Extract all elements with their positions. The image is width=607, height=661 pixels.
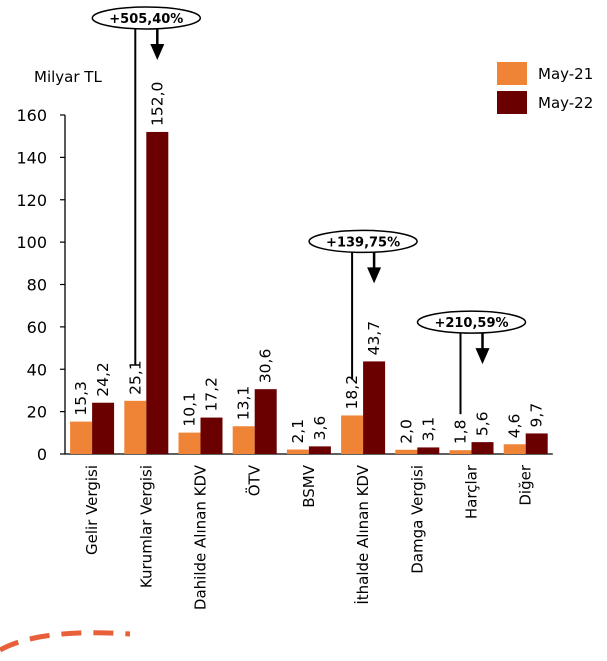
bar-may-22	[254, 389, 277, 454]
growth-annotation: +210,59%	[416, 310, 527, 415]
y-tick-label: 20	[27, 403, 47, 422]
legend-label: May-22	[538, 94, 593, 112]
bar-value-label: 13,1	[235, 386, 253, 421]
category-label: Dahilde Alınan KDV	[192, 464, 210, 610]
bar-may-22	[417, 447, 440, 454]
bar-value-label: 17,2	[203, 377, 221, 412]
bar-value-label: 152,0	[148, 82, 166, 126]
category-label: BSMV	[300, 464, 318, 507]
arrow-down-icon	[367, 267, 382, 284]
category-label: Gelir Vergisi	[83, 465, 101, 555]
bar-may-22	[146, 131, 169, 454]
category-label: Harçlar	[463, 464, 481, 519]
bar-may-22	[363, 361, 386, 454]
bar-may-21	[286, 449, 309, 454]
bar-value-label: 43,7	[365, 321, 383, 356]
growth-annotations: +505,40% +139,75% +210,59%	[91, 6, 527, 415]
bar-may-22	[525, 433, 548, 454]
bar-may-21	[70, 421, 93, 454]
category-label: İthalde Alınan KDV	[353, 464, 372, 604]
bars	[70, 131, 548, 454]
bar-may-21	[178, 432, 201, 454]
arrow-down-icon	[150, 44, 165, 60]
bar-may-22	[92, 402, 115, 454]
y-tick-label: 120	[16, 191, 47, 210]
growth-bubble	[308, 229, 418, 254]
bar-value-label: 2,1	[289, 419, 307, 444]
bar-may-22	[471, 442, 494, 454]
y-tick-label: 160	[16, 106, 47, 125]
bar-may-21	[124, 400, 147, 454]
bar-value-label: 2,0	[397, 419, 415, 444]
bar-may-21	[232, 426, 255, 454]
bar-value-label: 5,6	[474, 411, 492, 436]
bar-value-label: 1,8	[452, 420, 470, 445]
y-tick-label: 0	[37, 445, 47, 464]
bar-value-label: 3,6	[311, 416, 329, 441]
bar-value-label: 4,6	[506, 414, 524, 439]
bar-value-label: 18,2	[343, 375, 361, 410]
legend-swatch	[497, 91, 527, 114]
category-label: Kurumlar Vergisi	[137, 465, 155, 588]
bar-value-label: 15,3	[72, 381, 90, 416]
bar-may-22	[200, 417, 223, 454]
bar-may-22	[308, 446, 331, 454]
growth-bubble	[416, 310, 527, 334]
bar-may-21	[341, 415, 364, 454]
bar-value-label: 10,1	[181, 392, 199, 427]
bar-may-21	[449, 450, 472, 454]
growth-percent-label: +210,59%	[434, 316, 508, 331]
bar-value-labels: 15,324,2 25,1 152,0 10,1 17,2 13,130,6 2,1 3,6 1…	[72, 82, 546, 445]
bar-value-label: 9,7	[528, 403, 546, 428]
y-tick-label: 100	[16, 233, 47, 252]
growth-percent-label: +505,40%	[109, 12, 183, 27]
bar-value-label: 25,1	[126, 360, 144, 395]
category-label: ÖTV	[245, 464, 264, 496]
growth-annotation: +139,75%	[308, 229, 418, 380]
y-tick-label: 40	[27, 360, 47, 379]
bar-may-21	[503, 444, 526, 454]
category-labels: Gelir Vergisi Kurumlar Vergisi Dahilde Alı…	[83, 464, 535, 610]
arrow-down-icon	[475, 348, 490, 365]
bar-value-label: 24,2	[94, 362, 112, 397]
y-tick-label: 80	[27, 276, 47, 295]
growth-annotation: +505,40%	[91, 6, 202, 365]
legend: May-21 May-22	[497, 62, 593, 114]
legend-label: May-21	[538, 65, 593, 83]
growth-percent-label: +139,75%	[326, 235, 400, 250]
bar-value-label: 3,1	[419, 417, 437, 442]
decorative-dashed-arc	[0, 630, 131, 653]
category-label: Damga Vergisi	[408, 465, 426, 574]
y-tick-label: 60	[27, 318, 47, 337]
y-tick-label: 140	[16, 148, 47, 167]
category-label: Diğer	[517, 464, 535, 505]
axes: 0 20 40 60 80 100 120 140 160	[16, 106, 553, 464]
bar-may-21	[395, 449, 418, 454]
growth-bubble	[91, 6, 202, 30]
y-axis-unit-label: Milyar TL	[34, 68, 102, 86]
bar-value-label: 30,6	[257, 349, 275, 384]
legend-swatch	[497, 62, 527, 85]
